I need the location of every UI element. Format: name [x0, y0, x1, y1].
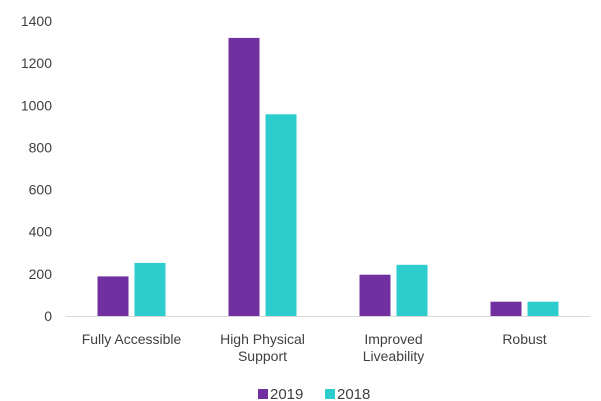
- y-axis-tick-labels: 0 200 400 600 800 1000 1200 1400: [21, 13, 52, 324]
- legend-label-2018: 2018: [337, 386, 370, 401]
- x-category-label-fully-accessible: Fully Accessible: [82, 331, 182, 347]
- bar-2019-improved-liveability: [359, 274, 391, 316]
- y-tick-label-200: 200: [29, 266, 53, 282]
- bar-2019-high-physical-support: [228, 37, 260, 317]
- y-tick-label-0: 0: [44, 308, 52, 324]
- bars: [97, 37, 559, 317]
- y-tick-label-1200: 1200: [21, 55, 52, 71]
- legend: 2019 2018: [258, 386, 370, 401]
- x-category-label-robust: Robust: [502, 331, 546, 347]
- y-tick-label-800: 800: [29, 139, 53, 155]
- bar-2018-fully-accessible: [134, 262, 166, 316]
- x-category-label-improved-liveability: Improved Liveability: [363, 331, 424, 364]
- bar-2019-fully-accessible: [97, 276, 129, 316]
- legend-swatch-2019: [258, 389, 268, 399]
- bar-2019-robust: [490, 301, 522, 316]
- y-tick-label-1000: 1000: [21, 97, 52, 113]
- y-tick-label-600: 600: [29, 182, 53, 198]
- bar-2018-high-physical-support: [265, 114, 297, 316]
- legend-swatch-2018: [325, 389, 335, 399]
- y-tick-label-400: 400: [29, 224, 53, 240]
- bar-2018-robust: [527, 301, 559, 316]
- x-category-label-high-physical-support: High Physical Support: [220, 331, 305, 364]
- bar-2018-improved-liveability: [396, 264, 428, 316]
- x-axis-category-labels: Fully Accessible High Physical Support Impr…: [82, 331, 547, 364]
- y-tick-label-1400: 1400: [21, 13, 52, 29]
- legend-label-2019: 2019: [270, 386, 303, 401]
